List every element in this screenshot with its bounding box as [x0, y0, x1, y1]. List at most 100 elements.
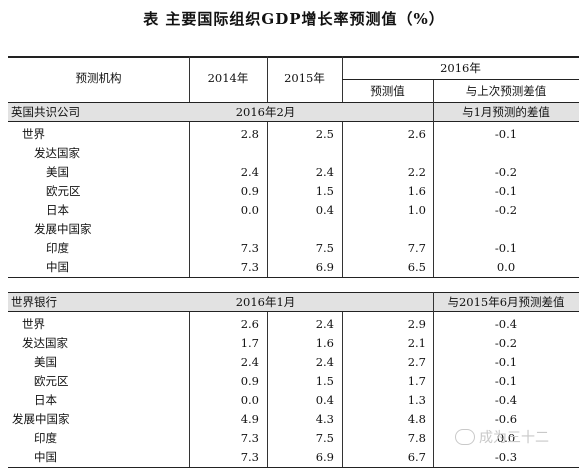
table-row: 中国 7.3 6.9 6.5 0.0 [8, 257, 579, 276]
value-diff: -0.2 [494, 202, 518, 217]
value-2015 [267, 143, 334, 162]
value-2016-forecast [342, 143, 426, 162]
value-diff: 0.0 [496, 430, 516, 445]
value-diff: -0.1 [494, 373, 518, 388]
row-label: 中国 [34, 449, 57, 464]
value-diff [433, 219, 579, 238]
table-row: 印度 7.3 7.5 7.8 0.0 [8, 428, 579, 447]
value-2016-forecast: 2.6 [407, 126, 426, 141]
value-2016-forecast [342, 219, 426, 238]
section-header-row: 英国共识公司 2016年2月 与1月预测的差值 [8, 102, 579, 122]
table-row: 美国 2.4 2.4 2.7 -0.1 [8, 352, 579, 371]
value-2015: 7.5 [315, 240, 334, 255]
value-2014 [189, 143, 259, 162]
table-header: 预测机构 2014年 2015年 2016年 预测值 与上次预测差值 [8, 56, 579, 102]
table-row: 世界 2.8 2.5 2.6 -0.1 [8, 124, 579, 143]
value-2014: 0.9 [240, 183, 259, 198]
header-2015: 2015年 [284, 71, 325, 85]
value-2015: 1.5 [315, 373, 334, 388]
row-label: 欧元区 [46, 183, 81, 198]
value-2014: 7.3 [240, 430, 259, 445]
value-2014: 2.4 [240, 164, 259, 179]
value-2014 [189, 219, 259, 238]
table-title: 表 主要国际组织GDP增长率预测值（%） [143, 10, 445, 28]
row-label: 世界 [22, 316, 45, 331]
table-row: 发达国家 [8, 143, 579, 162]
row-label: 日本 [46, 202, 69, 217]
row-label: 印度 [46, 240, 69, 255]
section-name: 英国共识公司 [11, 105, 80, 119]
table-row: 美国 2.4 2.4 2.2 -0.2 [8, 162, 579, 181]
header-divider [433, 79, 434, 102]
value-2015: 2.4 [315, 164, 334, 179]
value-2016-forecast: 1.6 [407, 183, 426, 198]
value-2016-forecast: 2.2 [407, 164, 426, 179]
row-label: 日本 [34, 392, 57, 407]
section-end-rule [8, 277, 579, 278]
row-label: 发展中国家 [34, 221, 92, 236]
col-divider [433, 292, 434, 312]
section-bottom-rule [8, 311, 579, 312]
section-diff-label: 与2015年6月预测差值 [447, 295, 565, 309]
col-divider [342, 312, 343, 468]
header-divider [267, 56, 268, 102]
gdp-forecast-table: 预测机构 2014年 2015年 2016年 预测值 与上次预测差值 英国共识公… [8, 56, 579, 468]
header-forecast: 预测值 [370, 83, 405, 98]
table-row: 发展中国家 4.9 4.3 4.8 -0.6 [8, 409, 579, 428]
row-label: 发达国家 [22, 335, 68, 350]
value-2014: 0.9 [240, 373, 259, 388]
value-2014: 1.7 [240, 335, 259, 350]
value-diff: -0.4 [494, 392, 518, 407]
table-row: 欧元区 0.9 1.5 1.7 -0.1 [8, 371, 579, 390]
value-2016-forecast: 1.0 [407, 202, 426, 217]
section-body: 世界 2.6 2.4 2.9 -0.4 发达国家 1.7 1.6 2.1 -0.2 美国 2.4 2.4… [8, 312, 579, 468]
watermark-text: 成为三十二 [479, 430, 549, 446]
table-row: 印度 7.3 7.5 7.7 -0.1 [8, 238, 579, 257]
value-2015: 2.5 [315, 126, 334, 141]
value-2014: 2.8 [240, 126, 259, 141]
value-2014: 0.0 [240, 392, 259, 407]
top-rule [8, 56, 579, 58]
col-divider [267, 312, 268, 468]
section-date: 2016年1月 [235, 295, 296, 309]
section-gap [8, 278, 579, 292]
value-diff: -0.2 [494, 164, 518, 179]
table-row: 日本 0.0 0.4 1.0 -0.2 [8, 200, 579, 219]
value-2015: 2.4 [315, 316, 334, 331]
value-diff: -0.1 [494, 354, 518, 369]
header-2014: 2014年 [207, 71, 249, 85]
row-label: 发达国家 [34, 145, 80, 160]
col-divider [189, 122, 190, 278]
wechat-icon [455, 429, 475, 445]
row-label: 发展中国家 [12, 411, 70, 426]
value-2016-forecast: 7.8 [407, 430, 426, 445]
value-2016-forecast: 2.9 [407, 316, 426, 331]
value-2015: 0.4 [315, 392, 334, 407]
value-2015: 0.4 [315, 202, 334, 217]
value-2015: 7.5 [315, 430, 334, 445]
value-2014: 2.4 [240, 354, 259, 369]
section-world-bank: 世界银行 2016年1月 与2015年6月预测差值 世界 2.6 2.4 2.9 -0.4 发达… [8, 292, 579, 468]
value-2015: 1.5 [315, 183, 334, 198]
row-label: 美国 [34, 354, 57, 369]
value-2014: 7.3 [240, 259, 259, 274]
value-2016-forecast: 6.5 [407, 259, 426, 274]
value-2016-forecast: 7.7 [407, 240, 426, 255]
col-divider [267, 122, 268, 278]
section-top-rule [8, 102, 579, 103]
value-diff: -0.2 [494, 335, 518, 350]
section-diff-label: 与1月预测的差值 [462, 105, 550, 119]
value-2016-forecast: 2.7 [407, 354, 426, 369]
header-diff-previous: 与上次预测差值 [465, 83, 547, 98]
header-subrule [342, 79, 579, 80]
value-2015: 4.3 [315, 411, 334, 426]
header-2016: 2016年 [440, 61, 481, 75]
value-2014: 2.6 [240, 316, 259, 331]
section-consensus: 英国共识公司 2016年2月 与1月预测的差值 世界 2.8 2.5 2.6 -0.1 发达国家… [8, 102, 579, 278]
row-label: 印度 [34, 430, 57, 445]
value-2014: 7.3 [240, 449, 259, 464]
col-divider [189, 312, 190, 468]
value-2014: 4.9 [240, 411, 259, 426]
table-row: 欧元区 0.9 1.5 1.6 -0.1 [8, 181, 579, 200]
col-divider [342, 122, 343, 278]
